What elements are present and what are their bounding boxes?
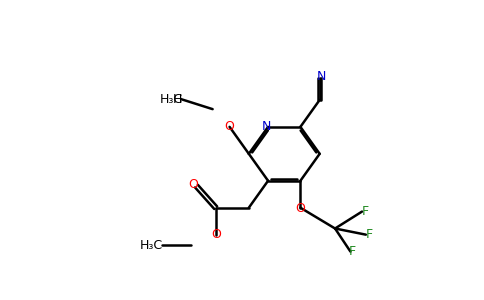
Text: O: O bbox=[188, 178, 198, 191]
Text: O: O bbox=[295, 202, 305, 215]
Text: O: O bbox=[211, 228, 221, 241]
Text: H₃C: H₃C bbox=[159, 93, 182, 106]
Text: H: H bbox=[173, 93, 182, 106]
Text: N: N bbox=[262, 120, 271, 133]
Text: N: N bbox=[317, 70, 326, 83]
Text: F: F bbox=[349, 245, 356, 258]
Text: H₃C: H₃C bbox=[140, 239, 164, 252]
Text: F: F bbox=[362, 205, 369, 218]
Text: F: F bbox=[366, 228, 373, 241]
Text: O: O bbox=[225, 120, 235, 133]
